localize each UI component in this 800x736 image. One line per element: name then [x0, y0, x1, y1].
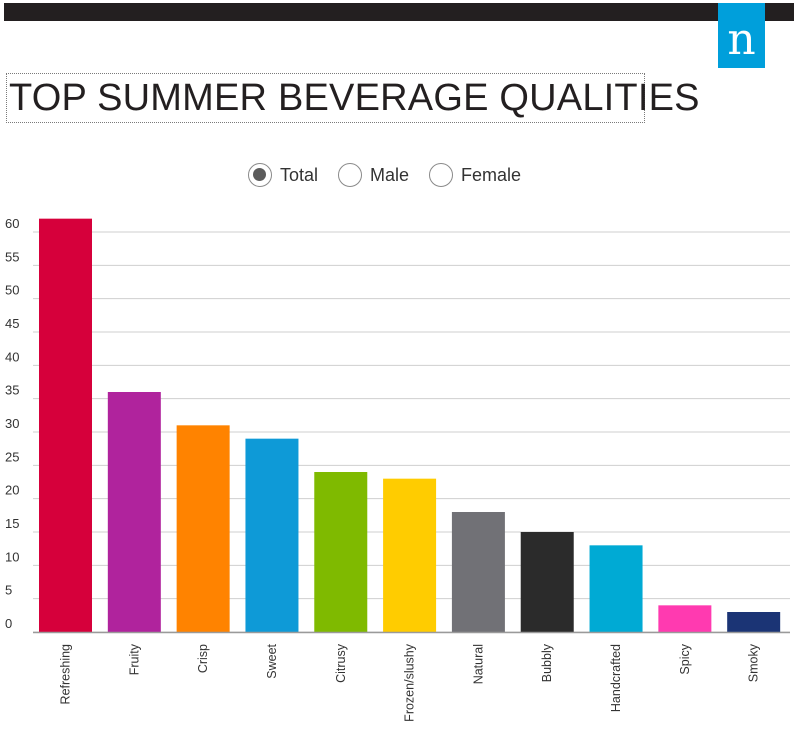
y-tick-label-25: 25 — [5, 449, 19, 464]
filter-label-male: Male — [370, 164, 410, 185]
category-label-natural: Natural — [471, 644, 485, 684]
y-tick-label-30: 30 — [5, 416, 19, 431]
bar-natural — [451, 511, 505, 632]
bar-crisp — [176, 425, 230, 632]
category-label-frozen-slushy: Frozen/slushy — [403, 643, 417, 722]
y-tick-label-35: 35 — [5, 383, 19, 398]
brand-logo-glyph: n — [727, 13, 756, 65]
y-tick-label-0: 0 — [5, 616, 12, 631]
bar-bubbly — [520, 531, 574, 632]
brand-logo: n — [718, 3, 765, 68]
y-tick-label-15: 15 — [5, 516, 19, 531]
y-tick-label-5: 5 — [5, 583, 12, 598]
bar-citrusy — [314, 471, 368, 632]
segment-filter: Total Male Female — [248, 160, 541, 190]
y-tick-label-50: 50 — [5, 283, 19, 298]
bar-sweet — [245, 438, 299, 632]
page-title: TOP SUMMER BEVERAGE QUALITIES — [9, 76, 700, 119]
radio-button-total[interactable] — [248, 163, 272, 187]
header-bar — [4, 3, 794, 21]
bar-frozen-slushy — [383, 478, 437, 632]
category-label-citrusy: Citrusy — [334, 643, 348, 683]
y-tick-label-55: 55 — [5, 249, 19, 264]
y-tick-label-60: 60 — [5, 216, 19, 231]
y-tick-label-20: 20 — [5, 483, 19, 498]
y-tick-label-10: 10 — [5, 549, 19, 564]
bar-handcrafted — [589, 545, 643, 632]
filter-option-total[interactable]: Total — [248, 163, 318, 187]
y-tick-label-45: 45 — [5, 316, 19, 331]
category-label-crisp: Crisp — [196, 644, 210, 673]
bar-smoky — [727, 611, 781, 632]
category-label-bubbly: Bubbly — [540, 643, 554, 682]
bar-refreshing — [39, 218, 92, 632]
filter-option-female[interactable]: Female — [429, 163, 521, 187]
category-label-smoky: Smoky — [747, 643, 761, 682]
bar-spicy — [658, 605, 712, 632]
bar-fruity — [107, 391, 161, 632]
radio-button-male[interactable] — [338, 163, 363, 187]
category-label-spicy: Spicy — [678, 643, 692, 674]
chart-title-box: TOP SUMMER BEVERAGE QUALITIES — [6, 73, 699, 123]
radio-button-female[interactable] — [429, 163, 454, 187]
filter-option-male[interactable]: Male — [338, 163, 409, 187]
category-label-fruity: Fruity — [127, 643, 141, 675]
category-label-refreshing: Refreshing — [59, 644, 73, 704]
bar-chart: 0 5 10 15 20 25 30 35 40 45 50 55 60 Refreshing Fruity… — [5, 216, 790, 722]
filter-label-female: Female — [461, 164, 522, 185]
y-tick-label-40: 40 — [5, 349, 19, 364]
category-label-sweet: Sweet — [265, 643, 279, 678]
filter-label-total: Total — [280, 164, 319, 185]
category-label-handcrafted: Handcrafted — [609, 644, 623, 712]
